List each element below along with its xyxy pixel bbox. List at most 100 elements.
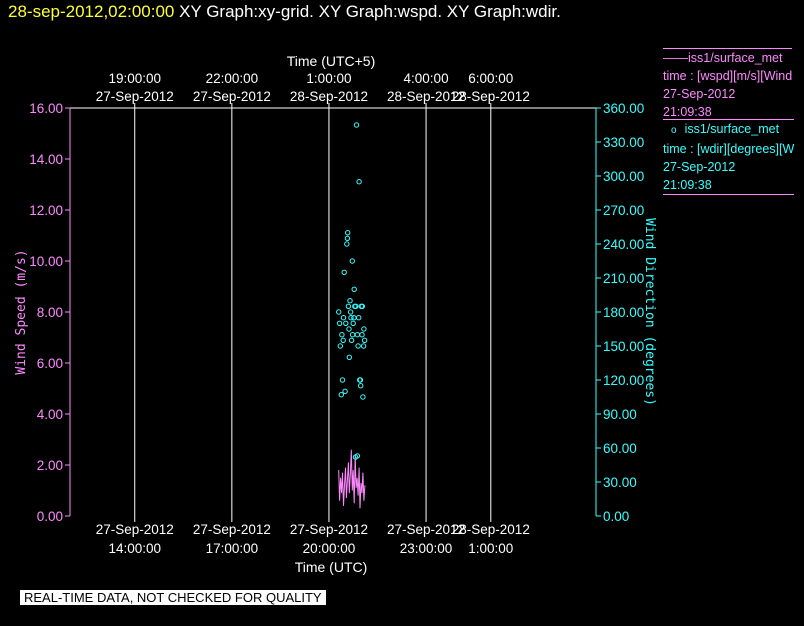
wind-direction-point <box>357 377 364 383</box>
x-bottom-tick-time: 23:00:00 <box>400 541 453 556</box>
wind-direction-point <box>346 354 352 360</box>
wind-direction-point <box>336 309 342 315</box>
y-right-tick-label: 240.00 <box>603 237 644 252</box>
y-right-tick-label: 150.00 <box>603 339 644 354</box>
wind-direction-point <box>347 309 354 315</box>
circle-marker-icon: o <box>671 125 677 136</box>
y-right-tick-label: 270.00 <box>603 203 644 218</box>
y-left-tick-label: 2.00 <box>37 458 63 473</box>
legend-wdir[interactable]: o iss1/surface_met time : [wdir][degrees]… <box>663 119 795 195</box>
wind-direction-point <box>341 269 347 275</box>
y-right-tick-label: 330.00 <box>603 135 644 150</box>
wind-direction-point <box>353 303 359 309</box>
wind-direction-point <box>361 337 368 343</box>
plot-frame <box>69 107 597 516</box>
wind-direction-point <box>345 303 352 309</box>
y-right-tick-label: 120.00 <box>603 373 644 388</box>
y-left-tick-label: 10.00 <box>29 254 63 269</box>
header-date: 28-sep-2012,02:00:00 <box>8 2 175 21</box>
x-bottom-tick-date: 27-Sep-2012 <box>290 522 368 537</box>
y-left-tick-label: 6.00 <box>37 356 63 371</box>
x-bottom-tick-date: 27-Sep-2012 <box>193 522 271 537</box>
x-top-tick-time: 1:00:00 <box>306 71 351 86</box>
wind-direction-point <box>347 298 353 304</box>
x-top-tick-date: 28-Sep-2012 <box>387 89 465 104</box>
wind-direction-point <box>339 377 346 383</box>
wind-direction-point <box>356 179 362 185</box>
wind-direction-point <box>360 343 367 349</box>
wind-direction-point <box>356 315 362 321</box>
legend-wspd-variable: time : [wspd][m/s][Wind <box>663 69 793 83</box>
x-top-tick-date: 27-Sep-2012 <box>193 89 271 104</box>
graph-header: 28-sep-2012,02:00:00 XY Graph:xy-grid. X… <box>8 2 561 22</box>
wind-direction-point <box>351 315 357 321</box>
wind-direction-point <box>359 303 365 309</box>
legend-wspd-name: iss1/surface_met <box>688 51 783 65</box>
legend-wdir-variable: time : [wdir][degrees][W <box>663 142 795 156</box>
wind-direction-point <box>348 315 354 321</box>
header-graph-names: XY Graph:xy-grid. XY Graph:wspd. XY Grap… <box>179 2 561 21</box>
x-top-tick-date: 27-Sep-2012 <box>96 89 174 104</box>
wind-direction-point <box>346 326 352 332</box>
quality-disclaimer: REAL-TIME DATA, NOT CHECKED FOR QUALITY <box>20 590 326 605</box>
y-left-tick-label: 8.00 <box>37 305 63 320</box>
x-bottom-tick-time: 1:00:00 <box>468 541 513 556</box>
x-top-tick-time: 19:00:00 <box>108 71 161 86</box>
wind-direction-point <box>340 315 347 321</box>
y-left-tick-label: 0.00 <box>37 509 63 524</box>
legend-wdir-title: o iss1/surface_met <box>663 120 794 140</box>
wind-direction-point <box>337 343 343 349</box>
y-right-tick-label: 360.00 <box>603 101 644 116</box>
wind-direction-point <box>359 332 365 338</box>
wind-direction-point <box>360 394 366 400</box>
wind-speed-line <box>338 449 366 509</box>
legend-wspd[interactable]: ——iss1/surface_met time : [wspd][m/s][Wi… <box>663 48 793 121</box>
y-left-tick-label: 4.00 <box>37 407 63 422</box>
y-left-tick-label: 12.00 <box>29 203 63 218</box>
x-bottom-tick-time: 20:00:00 <box>303 541 356 556</box>
y-right-tick-label: 90.00 <box>603 407 637 422</box>
x-bottom-tick-time: 17:00:00 <box>206 541 259 556</box>
x-top-tick-date: 28-Sep-2012 <box>452 89 530 104</box>
x-top-tick-date: 28-Sep-2012 <box>290 89 368 104</box>
wind-direction-point <box>345 230 351 236</box>
x-top-axis-label: Time (UTC+5) <box>287 53 376 69</box>
wind-direction-point <box>336 320 343 326</box>
legend-wdir-date: 27-Sep-2012 <box>663 160 736 174</box>
x-bottom-tick-time: 14:00:00 <box>108 541 161 556</box>
x-top-tick-time: 22:00:00 <box>206 71 259 86</box>
wind-direction-point <box>344 235 351 242</box>
x-bottom-tick-date: 27-Sep-2012 <box>96 522 174 537</box>
x-bottom-tick-date: 28-Sep-2012 <box>452 522 530 537</box>
y-right-tick-label: 30.00 <box>603 475 637 490</box>
y-right-tick-label: 180.00 <box>603 305 644 320</box>
y-right-tick-label: 210.00 <box>603 271 644 286</box>
wind-direction-point <box>350 320 356 326</box>
data-layer <box>336 122 368 509</box>
wind-direction-point <box>342 388 348 394</box>
wind-direction-point <box>361 326 367 332</box>
wind-direction-point <box>355 343 361 349</box>
wind-direction-point <box>339 332 345 338</box>
wind-direction-point <box>349 332 356 338</box>
wind-direction-point <box>353 122 360 128</box>
wind-direction-point <box>358 383 364 389</box>
y-right-tick-label: 300.00 <box>603 169 644 184</box>
legend-wdir-time: 21:09:38 <box>663 178 712 192</box>
x-top-tick-time: 6:00:00 <box>468 71 513 86</box>
wind-direction-point <box>351 286 357 292</box>
x-bottom-axis-label: Time (UTC) <box>295 559 368 575</box>
y-left-tick-label: 14.00 <box>29 152 63 167</box>
wind-direction-point <box>338 392 344 398</box>
wind-direction-point <box>348 337 355 343</box>
wind-direction-point <box>349 258 355 264</box>
wind-direction-point <box>340 337 346 343</box>
grid-layer <box>134 108 492 516</box>
y-right-axis-label: Wind Direction (degrees) <box>642 218 657 406</box>
line-icon: —— <box>663 51 688 65</box>
wind-direction-point <box>344 241 350 247</box>
legend-wspd-time: 21:09:38 <box>663 105 712 119</box>
wind-direction-point <box>352 454 359 460</box>
